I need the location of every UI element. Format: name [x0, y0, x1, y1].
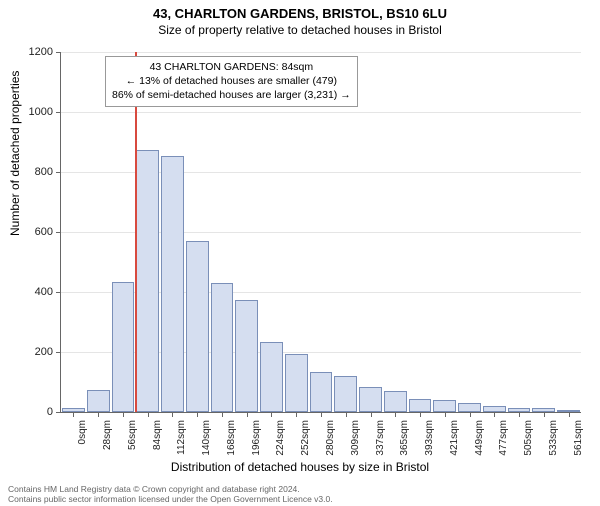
histogram-bar	[285, 354, 308, 413]
histogram-bar	[310, 372, 333, 413]
x-tick-label: 196sqm	[251, 420, 262, 456]
x-tick-mark	[321, 412, 322, 417]
y-tick-label: 0	[47, 406, 53, 418]
y-tick-mark	[56, 412, 61, 413]
gridline	[61, 52, 581, 53]
histogram-bar	[211, 283, 234, 412]
plot-region: 0200400600800100012000sqm28sqm56sqm84sqm…	[60, 52, 581, 413]
x-tick-mark	[172, 412, 173, 417]
annotation-box: 43 CHARLTON GARDENS: 84sqm← 13% of detac…	[105, 56, 358, 107]
x-tick-label: 337sqm	[375, 420, 386, 456]
y-axis-label: Number of detached properties	[8, 71, 22, 236]
x-tick-mark	[494, 412, 495, 417]
histogram-bar	[260, 342, 283, 413]
histogram-bar	[112, 282, 135, 413]
chart-area: 0200400600800100012000sqm28sqm56sqm84sqm…	[60, 52, 580, 412]
gridline	[61, 112, 581, 113]
x-tick-label: 365sqm	[399, 420, 410, 456]
x-tick-label: 252sqm	[300, 420, 311, 456]
x-tick-mark	[271, 412, 272, 417]
y-tick-mark	[56, 352, 61, 353]
x-tick-label: 309sqm	[350, 420, 361, 456]
x-tick-mark	[197, 412, 198, 417]
y-tick-label: 800	[35, 166, 53, 178]
histogram-bar	[433, 400, 456, 412]
annotation-line-2: ← 13% of detached houses are smaller (47…	[112, 74, 351, 88]
y-tick-mark	[56, 172, 61, 173]
attribution-line-2: Contains public sector information licen…	[8, 494, 333, 504]
histogram-bar	[359, 387, 382, 413]
x-tick-label: 393sqm	[424, 420, 435, 456]
x-tick-label: 168sqm	[226, 420, 237, 456]
y-tick-mark	[56, 292, 61, 293]
x-tick-label: 280sqm	[325, 420, 336, 456]
x-tick-mark	[470, 412, 471, 417]
y-tick-label: 400	[35, 286, 53, 298]
x-tick-label: 224sqm	[275, 420, 286, 456]
attribution-text: Contains HM Land Registry data © Crown c…	[8, 484, 333, 504]
chart-title: 43, CHARLTON GARDENS, BRISTOL, BS10 6LU	[0, 6, 600, 21]
x-tick-mark	[544, 412, 545, 417]
histogram-bar	[136, 150, 159, 413]
x-axis-label: Distribution of detached houses by size …	[0, 460, 600, 474]
x-tick-label: 533sqm	[548, 420, 559, 456]
y-tick-mark	[56, 52, 61, 53]
x-tick-label: 449sqm	[474, 420, 485, 456]
x-tick-mark	[73, 412, 74, 417]
x-tick-label: 561sqm	[573, 420, 584, 456]
histogram-bar	[334, 376, 357, 412]
x-tick-mark	[247, 412, 248, 417]
x-tick-mark	[371, 412, 372, 417]
y-tick-label: 200	[35, 346, 53, 358]
x-tick-label: 84sqm	[152, 420, 163, 450]
histogram-bar	[235, 300, 258, 413]
chart-container: 43, CHARLTON GARDENS, BRISTOL, BS10 6LU …	[0, 6, 600, 506]
histogram-bar	[161, 156, 184, 413]
x-tick-mark	[346, 412, 347, 417]
x-tick-mark	[98, 412, 99, 417]
y-tick-mark	[56, 232, 61, 233]
histogram-bar	[186, 241, 209, 412]
x-tick-mark	[519, 412, 520, 417]
attribution-line-1: Contains HM Land Registry data © Crown c…	[8, 484, 333, 494]
x-tick-mark	[445, 412, 446, 417]
x-tick-mark	[123, 412, 124, 417]
y-tick-label: 1200	[29, 46, 53, 58]
x-tick-mark	[148, 412, 149, 417]
x-tick-label: 140sqm	[201, 420, 212, 456]
x-tick-mark	[222, 412, 223, 417]
x-tick-mark	[395, 412, 396, 417]
x-tick-mark	[569, 412, 570, 417]
x-tick-mark	[420, 412, 421, 417]
x-tick-label: 421sqm	[449, 420, 460, 456]
histogram-bar	[409, 399, 432, 413]
x-tick-label: 505sqm	[523, 420, 534, 456]
histogram-bar	[384, 391, 407, 412]
chart-subtitle: Size of property relative to detached ho…	[0, 23, 600, 37]
annotation-line-1: 43 CHARLTON GARDENS: 84sqm	[112, 60, 351, 74]
x-tick-label: 112sqm	[176, 420, 187, 455]
y-tick-label: 1000	[29, 106, 53, 118]
x-tick-mark	[296, 412, 297, 417]
x-tick-label: 28sqm	[102, 420, 113, 450]
x-tick-label: 56sqm	[127, 420, 138, 450]
x-tick-label: 477sqm	[498, 420, 509, 456]
histogram-bar	[458, 403, 481, 412]
x-tick-label: 0sqm	[77, 420, 88, 444]
y-tick-mark	[56, 112, 61, 113]
annotation-line-3: 86% of semi-detached houses are larger (…	[112, 88, 351, 102]
y-tick-label: 600	[35, 226, 53, 238]
histogram-bar	[87, 390, 110, 412]
